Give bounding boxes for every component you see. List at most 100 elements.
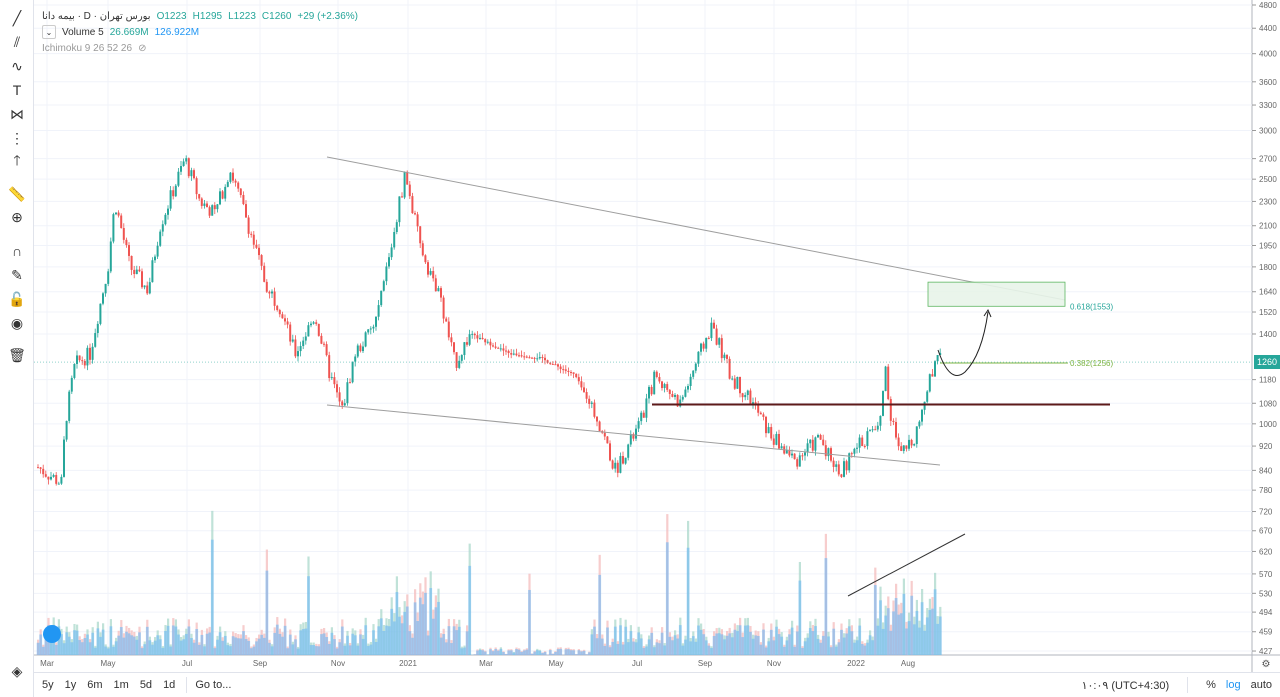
candle-body bbox=[294, 339, 297, 357]
volume-ma-area bbox=[548, 650, 552, 655]
lock-drawing-icon[interactable]: ✎ bbox=[11, 266, 23, 283]
volume-ma-area bbox=[736, 631, 739, 655]
candle-body bbox=[822, 439, 825, 446]
volume-ma-area bbox=[801, 647, 804, 655]
volume-ma-area bbox=[333, 639, 336, 655]
goto-button[interactable]: Go to... bbox=[195, 679, 232, 691]
candle-body bbox=[315, 322, 318, 324]
zoom-in-icon[interactable]: ⊕ bbox=[11, 208, 23, 225]
volume-ma-area bbox=[837, 642, 841, 655]
volume-ma-area bbox=[647, 639, 651, 655]
candle-body bbox=[570, 372, 572, 374]
range-6m[interactable]: 6m bbox=[87, 679, 103, 691]
range-5y[interactable]: 5y bbox=[42, 679, 54, 691]
price-chart[interactable]: 4800 4400 4000 3600 3300 3000 2700 2500 2300 2100… bbox=[0, 0, 1280, 672]
y-tick-label: 780 bbox=[1259, 486, 1273, 495]
auto-toggle[interactable]: auto bbox=[1250, 679, 1272, 691]
candle-body bbox=[931, 374, 934, 377]
volume-ma-area bbox=[382, 630, 386, 655]
candle-body bbox=[185, 158, 188, 162]
ohlc-change: +29 (+2.36%) bbox=[297, 10, 358, 22]
volume-ma-area bbox=[853, 642, 856, 655]
candle-body bbox=[372, 326, 375, 329]
candle-body bbox=[328, 355, 331, 379]
candle-body bbox=[208, 207, 211, 216]
candle-body bbox=[237, 182, 240, 189]
candle-body bbox=[312, 322, 315, 324]
text-icon[interactable]: T bbox=[12, 82, 22, 98]
candle-body bbox=[606, 436, 609, 444]
trash-icon[interactable]: 🗑 bbox=[8, 346, 26, 363]
lower-trend-line bbox=[326, 404, 941, 466]
volume-ma-area bbox=[538, 650, 542, 655]
range-1y[interactable]: 1y bbox=[64, 679, 77, 691]
timezone-clock[interactable]: ۱۰:۰۹ (UTC+4:30) bbox=[1081, 679, 1170, 692]
volume-ma-area bbox=[603, 645, 607, 655]
eye-icon[interactable]: ◉ bbox=[10, 314, 24, 331]
magnet-icon[interactable]: ∩ bbox=[11, 243, 23, 259]
volume-ma-area bbox=[762, 629, 765, 655]
candle-body bbox=[442, 297, 445, 319]
range-5d[interactable]: 5d bbox=[139, 679, 153, 691]
candle-body bbox=[832, 460, 835, 467]
volume-ma-area bbox=[923, 630, 927, 655]
prediction-icon[interactable]: ⋮ bbox=[10, 129, 24, 146]
volume-ma-area bbox=[338, 642, 342, 655]
volume-ma-area bbox=[452, 626, 456, 655]
ichimoku-label[interactable]: Ichimoku 9 26 52 26 bbox=[42, 42, 133, 54]
candle-body bbox=[291, 339, 294, 342]
candle-body bbox=[515, 353, 518, 356]
symbol-title[interactable]: بیمه دانا · D · بورس تهران bbox=[42, 10, 151, 22]
candle-body bbox=[502, 348, 505, 351]
candle-body bbox=[866, 431, 869, 446]
candle-body bbox=[128, 245, 130, 256]
candle-body bbox=[349, 382, 351, 384]
volume-ma-area bbox=[702, 634, 706, 655]
candle-body bbox=[369, 328, 372, 330]
range-1d[interactable]: 1d bbox=[163, 679, 176, 691]
pattern-icon[interactable]: ⋈ bbox=[10, 105, 24, 122]
candle-body bbox=[835, 464, 838, 467]
arrow-up-icon[interactable]: 🡑 bbox=[13, 152, 21, 168]
volume-ma-area bbox=[65, 632, 69, 655]
volume-ma-area bbox=[88, 642, 92, 655]
hidden-eye-icon[interactable]: ⊘ bbox=[138, 42, 147, 54]
volume-ma-area bbox=[364, 625, 368, 655]
volume-ma-area bbox=[353, 635, 357, 655]
y-tick-label: 670 bbox=[1259, 527, 1273, 536]
layers-icon[interactable]: ◈ bbox=[11, 662, 23, 679]
unlock-icon[interactable]: 🔓 bbox=[8, 290, 26, 307]
volume-ma-area bbox=[171, 625, 175, 655]
percent-toggle[interactable]: % bbox=[1206, 679, 1216, 691]
collapse-chevron-icon[interactable]: ⌄ bbox=[42, 25, 56, 39]
volume-ma-area bbox=[915, 610, 919, 655]
candle-body bbox=[148, 282, 151, 294]
pitchfork-icon[interactable]: ⫽ bbox=[13, 33, 21, 50]
candle-body bbox=[242, 195, 245, 205]
volume-ma-area bbox=[130, 635, 134, 655]
volume-ma-area bbox=[86, 634, 89, 655]
volume-ma-area bbox=[535, 650, 539, 655]
trend-line-icon[interactable]: ╱ bbox=[12, 9, 22, 26]
fib-zone-box bbox=[927, 281, 1066, 307]
candle-body bbox=[671, 393, 674, 397]
ohlc-high: H1295 bbox=[192, 10, 223, 22]
candle-body bbox=[767, 427, 770, 434]
range-1m[interactable]: 1m bbox=[113, 679, 129, 691]
volume-ma-area bbox=[158, 639, 162, 655]
candle-body bbox=[434, 278, 437, 292]
candle-body bbox=[635, 428, 637, 439]
volume-ma-area bbox=[637, 632, 641, 655]
candle-body bbox=[390, 247, 393, 258]
candle-body bbox=[401, 196, 403, 198]
brush-icon[interactable]: ∿ bbox=[11, 57, 23, 74]
candle-body bbox=[934, 361, 936, 377]
candle-body bbox=[837, 464, 840, 475]
volume-ma-area bbox=[117, 635, 121, 655]
candle-body bbox=[804, 452, 806, 456]
volume-label[interactable]: Volume 5 bbox=[62, 26, 104, 38]
ruler-icon[interactable]: 📏 bbox=[8, 185, 26, 202]
ohlc-low: L1223 bbox=[228, 10, 256, 22]
log-toggle[interactable]: log bbox=[1225, 679, 1241, 691]
volume-ma-area bbox=[912, 624, 916, 655]
